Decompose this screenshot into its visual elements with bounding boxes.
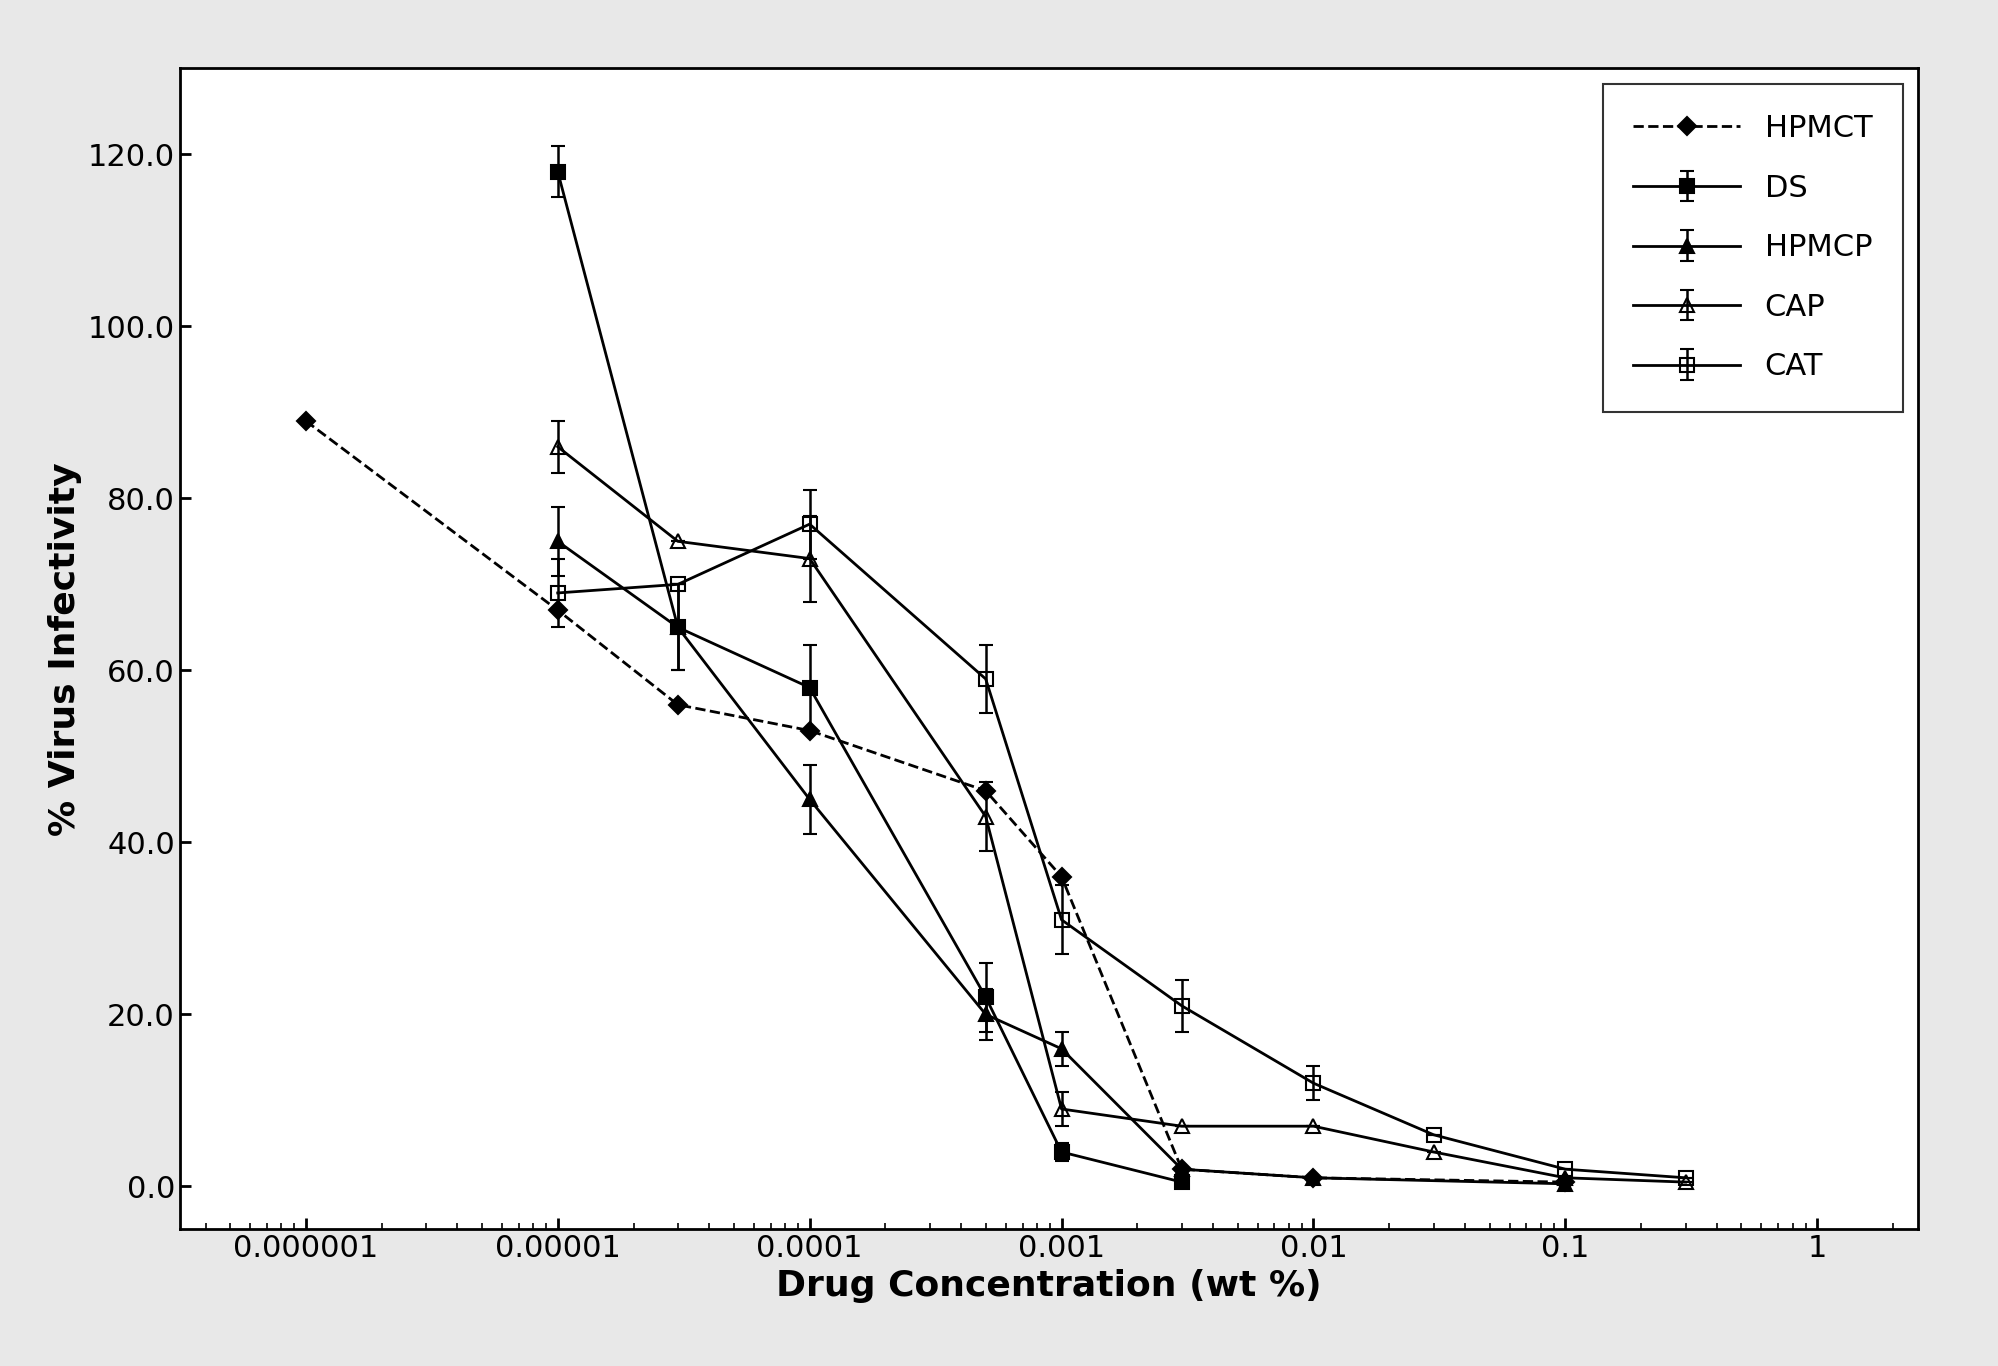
Y-axis label: % Virus Infectivity: % Virus Infectivity xyxy=(48,462,82,836)
Legend: HPMCT, DS, HPMCP, CAP, CAT: HPMCT, DS, HPMCP, CAP, CAT xyxy=(1602,83,1902,413)
X-axis label: Drug Concentration (wt %): Drug Concentration (wt %) xyxy=(775,1269,1323,1303)
